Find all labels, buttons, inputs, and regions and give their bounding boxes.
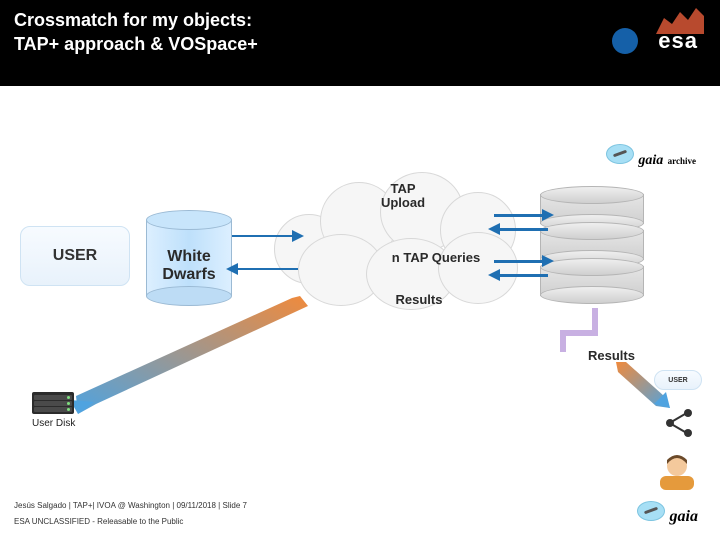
arrow-cloud-db-1l-head: [488, 223, 500, 235]
arrow-cloud-db-2r-head: [542, 255, 554, 267]
results-right-label: Results: [588, 348, 635, 363]
gaia-oval-icon: [606, 144, 634, 164]
gaia-footer-oval-icon: [637, 501, 665, 521]
arrow-cloud-db-1r-head: [542, 209, 554, 221]
wd-label-2: Dwarfs: [146, 266, 232, 284]
arrow-cloud-to-userdisk: [70, 296, 310, 416]
avatar-icon: [656, 450, 698, 497]
user-mini-node: USER: [654, 370, 702, 390]
user-disk-label: User Disk: [32, 418, 75, 429]
cloud-queries-label: n TAP Queries: [366, 250, 506, 265]
arrow-cloud-db-1l: [498, 228, 548, 231]
tap-upload-1: TAP: [358, 182, 448, 196]
cloud-node: TAP Upload n TAP Queries Results: [280, 176, 510, 308]
user-label: USER: [53, 247, 97, 265]
gaia-footer-text: gaia: [670, 508, 698, 525]
gaia-text: gaia: [638, 153, 663, 168]
user-disk: User Disk: [32, 392, 75, 429]
server-rack-icon: [32, 392, 74, 414]
gaia-archive-badge: gaia archive: [606, 144, 696, 169]
title-line-1: Crossmatch for my objects:: [14, 8, 258, 32]
esa-logo: esa: [588, 6, 708, 68]
arrow-cloud-to-wd: [236, 268, 298, 270]
user-node: USER: [20, 226, 130, 286]
arrow-wd-to-cloud-head: [292, 230, 304, 242]
white-dwarfs-db: White Dwarfs: [146, 210, 232, 306]
title-line-2: TAP+ approach & VOSpace+: [14, 32, 258, 56]
slide-title: Crossmatch for my objects: TAP+ approach…: [14, 8, 258, 57]
cloud-results-label: Results: [374, 292, 464, 307]
arrow-cloud-db-2l-head: [488, 269, 500, 281]
archive-db: [540, 186, 644, 308]
arrow-cloud-db-2r: [494, 260, 544, 263]
arrow-cloud-db-2l: [498, 274, 548, 277]
share-icon: [662, 406, 696, 445]
user-mini-label: USER: [668, 377, 687, 384]
tap-upload-2: Upload: [358, 196, 448, 210]
esa-planet-icon: [612, 28, 638, 54]
gaia-sub: archive: [668, 156, 696, 166]
wd-label-1: White: [146, 248, 232, 266]
esa-text: esa: [658, 28, 698, 54]
arrow-cloud-db-1r: [494, 214, 544, 217]
header-bar: Crossmatch for my objects: TAP+ approach…: [0, 0, 720, 86]
arrow-cloud-to-wd-head: [226, 263, 238, 275]
footer-classification: ESA UNCLASSIFIED - Releasable to the Pub…: [14, 517, 183, 526]
gaia-footer-badge: gaia: [637, 501, 698, 526]
arrow-wd-to-cloud: [232, 235, 294, 237]
footer-meta: Jesús Salgado | TAP+| IVOA @ Washington …: [14, 501, 247, 510]
